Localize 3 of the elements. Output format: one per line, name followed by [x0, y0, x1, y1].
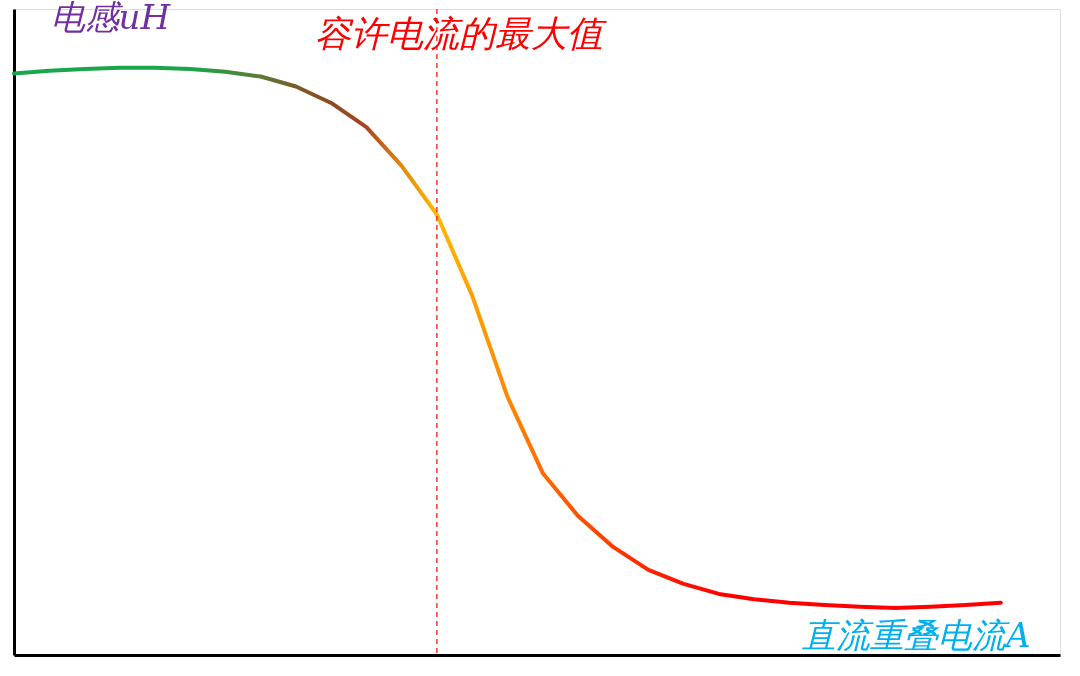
x-axis-title: 直流重叠电流A — [801, 614, 1031, 655]
text: 容许电流的最大值 — [314, 13, 607, 54]
y-axis-title: 电感uH — [50, 0, 172, 37]
